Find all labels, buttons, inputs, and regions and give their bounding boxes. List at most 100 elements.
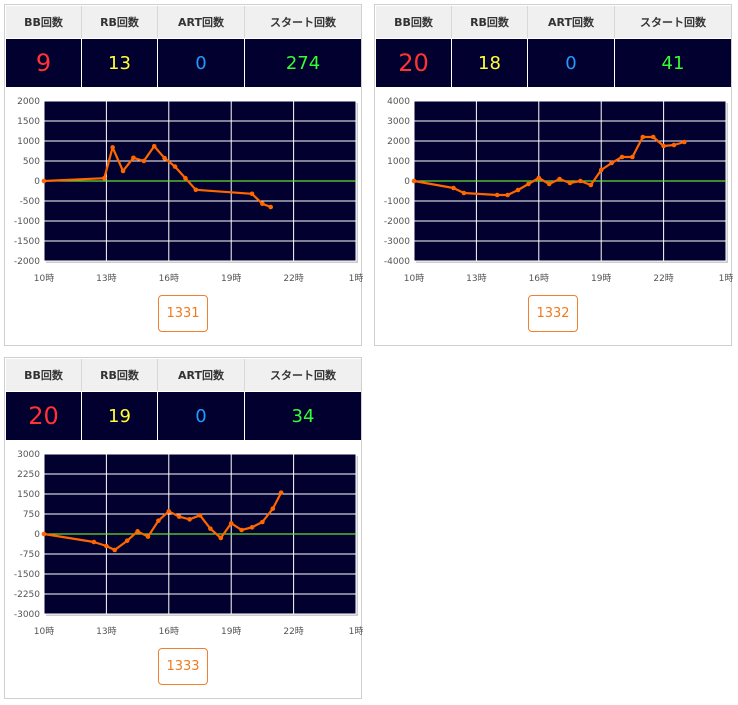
y-tick-label: -1500 <box>14 237 40 247</box>
data-point <box>208 526 213 531</box>
rb-header: RB回数 <box>81 359 158 392</box>
data-point <box>270 506 276 511</box>
y-tick-label: -3000 <box>14 610 40 620</box>
x-tick-label: 10時 <box>34 273 54 283</box>
art-header: ART回数 <box>157 6 245 39</box>
y-tick-label: -4000 <box>384 257 410 267</box>
series-line <box>43 145 272 209</box>
data-point <box>609 160 614 166</box>
y-tick-label: 1000 <box>17 137 40 147</box>
x-tick-label: 13時 <box>96 626 116 636</box>
data-point <box>131 155 136 161</box>
start-count: 274 <box>244 38 361 87</box>
data-point <box>166 509 172 514</box>
x-tick-label: 22時 <box>283 273 303 283</box>
data-point <box>557 176 562 182</box>
y-tick-label: -1500 <box>14 570 40 580</box>
machine-number-button[interactable]: 1331 <box>158 295 208 332</box>
y-tick-label: 750 <box>23 510 40 520</box>
art-count: 0 <box>157 38 245 87</box>
art-count: 0 <box>527 38 615 87</box>
data-point <box>183 175 188 181</box>
y-tick-label: -3000 <box>384 237 410 247</box>
x-tick-label: 1時 <box>349 273 363 283</box>
data-point <box>162 155 167 161</box>
data-point <box>141 158 147 164</box>
y-tick-label: -2000 <box>384 217 410 227</box>
rb-count: 18 <box>451 38 528 87</box>
data-point <box>461 190 467 196</box>
data-point <box>640 134 646 140</box>
slump-chart: 3000 2250 1500 750 0 -750 -1500 -2250 -3000 10時 13… <box>14 450 363 636</box>
y-tick-label: -500 <box>20 197 41 207</box>
x-tick-label: 16時 <box>159 273 179 283</box>
y-tick-label: 2000 <box>17 97 40 107</box>
data-point <box>197 513 203 518</box>
data-point <box>41 531 47 537</box>
stats-table: BB回数 RB回数 ART回数 スタート回数 20 18 0 41 <box>376 6 731 87</box>
data-point <box>124 538 130 543</box>
data-point <box>104 543 109 549</box>
data-point <box>515 187 521 193</box>
y-tick-label: 0 <box>404 177 410 187</box>
machine-number-button[interactable]: 1333 <box>158 648 208 685</box>
data-point <box>151 143 157 149</box>
data-point <box>193 187 199 193</box>
data-point <box>218 535 224 541</box>
y-tick-label: -2250 <box>14 590 40 600</box>
data-point <box>228 521 234 526</box>
data-point <box>682 139 687 145</box>
y-tick-label: -2000 <box>14 257 40 267</box>
data-point <box>278 490 284 495</box>
start-count: 34 <box>244 391 361 440</box>
data-point <box>536 175 542 181</box>
x-tick-label: 1時 <box>349 626 363 636</box>
start-header: スタート回数 <box>244 359 361 392</box>
start-header: スタート回数 <box>244 6 361 39</box>
machine-card-1: BB回数 RB回数 ART回数 スタート回数 9 13 0 274 2000 15… <box>4 4 363 346</box>
data-point <box>588 182 594 188</box>
data-point <box>110 145 115 150</box>
data-point <box>567 180 573 186</box>
data-point <box>249 525 255 530</box>
y-tick-label: 3000 <box>387 117 410 127</box>
data-point <box>41 178 47 184</box>
y-tick-label: 0 <box>34 530 40 540</box>
data-point <box>268 204 274 210</box>
stats-table: BB回数 RB回数 ART回数 スタート回数 20 19 0 34 <box>6 359 361 440</box>
x-tick-label: 10時 <box>34 626 54 636</box>
data-point <box>172 164 178 169</box>
data-point <box>260 201 265 207</box>
y-tick-label: 2000 <box>387 137 410 147</box>
bb-header: BB回数 <box>6 359 82 392</box>
data-point <box>135 529 140 534</box>
data-point <box>260 519 265 525</box>
x-tick-label: 22時 <box>653 273 673 283</box>
y-tick-label: 2250 <box>17 470 40 480</box>
data-point <box>112 547 118 553</box>
x-tick-label: 1時 <box>719 273 733 283</box>
data-point <box>176 514 182 519</box>
data-point <box>102 175 107 181</box>
data-point <box>630 154 635 160</box>
y-tick-label: 1500 <box>17 117 40 127</box>
bb-count: 9 <box>6 38 82 87</box>
x-tick-label: 19時 <box>591 273 611 283</box>
art-header: ART回数 <box>157 359 245 392</box>
machine-card-2: BB回数 RB回数 ART回数 スタート回数 20 18 0 41 4000 30… <box>374 4 733 346</box>
start-header: スタート回数 <box>614 6 731 39</box>
x-tick-label: 13時 <box>466 273 486 283</box>
slump-chart: 4000 3000 2000 1000 0 -1000 -2000 -3000 -4000 10時… <box>384 97 733 283</box>
bb-header: BB回数 <box>6 6 82 39</box>
machine-number-button[interactable]: 1332 <box>528 295 578 332</box>
data-point <box>156 518 161 523</box>
y-tick-label: -1000 <box>14 217 40 227</box>
slump-chart: 2000 1500 1000 500 0 -500 -1000 -1500 -2000 10時 13… <box>14 97 363 283</box>
data-point <box>598 167 604 173</box>
data-point <box>650 134 656 140</box>
x-tick-label: 22時 <box>283 626 303 636</box>
bb-header: BB回数 <box>376 6 452 39</box>
y-tick-label: -750 <box>20 550 41 560</box>
y-tick-label: 500 <box>23 157 40 167</box>
x-tick-label: 13時 <box>96 273 116 283</box>
